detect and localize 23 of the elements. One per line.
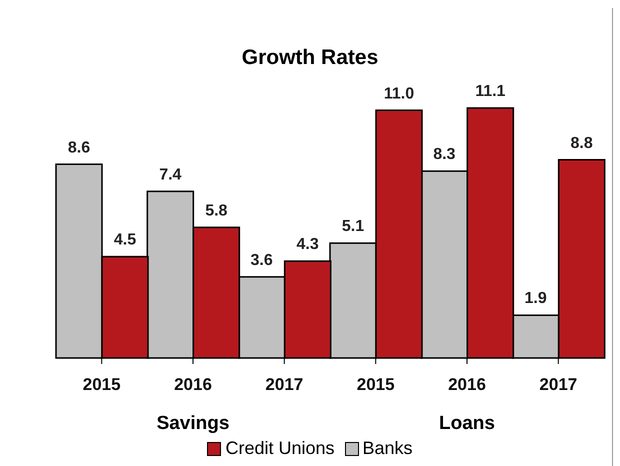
x-tick-label: 2016 xyxy=(174,375,212,394)
x-tick-label: 2017 xyxy=(265,375,304,394)
data-label: 8.3 xyxy=(433,146,456,164)
data-label: 11.0 xyxy=(384,85,414,102)
data-label: 8.6 xyxy=(68,139,90,156)
data-label: 5.1 xyxy=(342,218,364,236)
data-label: 1.9 xyxy=(524,290,547,308)
legend-label: Credit Unions xyxy=(224,438,334,459)
x-tick-label: 2017 xyxy=(539,375,578,394)
data-label: 3.6 xyxy=(250,252,273,269)
data-label: 11.1 xyxy=(475,83,506,100)
text: Loans xyxy=(438,413,496,435)
data-label: 4.3 xyxy=(296,236,319,254)
data-label: 8.8 xyxy=(570,134,593,152)
x-tick-label: 2015 xyxy=(82,375,121,394)
data-label: 5.8 xyxy=(205,202,228,220)
data-label: 4.5 xyxy=(114,232,136,249)
text: Savings xyxy=(156,413,230,435)
legend-label: Banks xyxy=(362,438,413,459)
chart-title: Growth Rates xyxy=(240,46,380,70)
x-tick-label: 2016 xyxy=(448,375,486,394)
data-label: 7.4 xyxy=(159,166,182,184)
x-tick-label: 2015 xyxy=(356,375,395,394)
